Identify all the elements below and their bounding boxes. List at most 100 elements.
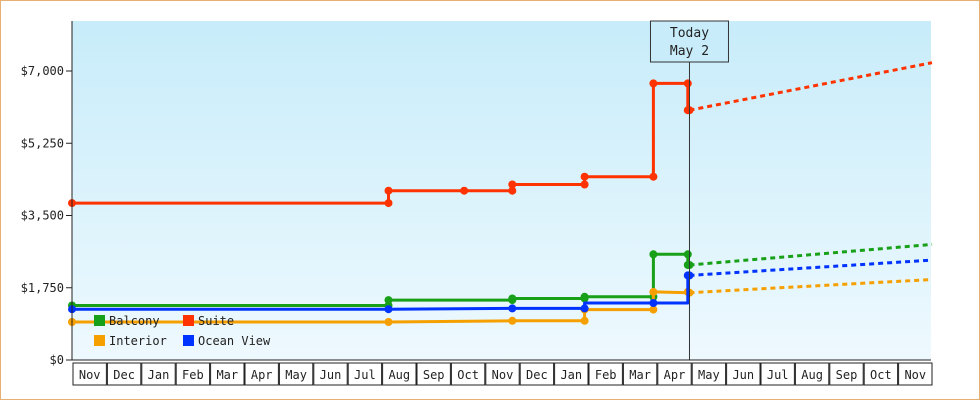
x-tick-label: Mar bbox=[216, 368, 238, 382]
x-tick-label: Sep bbox=[423, 368, 445, 382]
x-tick-label: Dec bbox=[113, 368, 135, 382]
series-layer bbox=[68, 61, 933, 326]
x-month-box bbox=[72, 362, 107, 386]
data-point-suite bbox=[683, 79, 692, 88]
x-month-box bbox=[141, 362, 176, 386]
x-month-box bbox=[485, 362, 520, 386]
x-month-box bbox=[657, 362, 692, 386]
x-month-box bbox=[898, 362, 933, 386]
x-month-box bbox=[794, 362, 830, 386]
data-point-interior bbox=[649, 287, 658, 296]
x-month-box bbox=[175, 362, 211, 386]
data-point-suite bbox=[460, 186, 469, 195]
x-tick-label: Oct bbox=[457, 368, 479, 382]
series-interior bbox=[68, 278, 933, 326]
data-point-suite bbox=[508, 180, 517, 189]
x-tick-label: Oct bbox=[870, 368, 892, 382]
data-point-suite bbox=[649, 172, 658, 181]
x-tick-label: Nov bbox=[904, 368, 926, 382]
data-point-suite bbox=[649, 79, 658, 88]
data-point-suite bbox=[508, 186, 517, 195]
x-tick-label: Apr bbox=[251, 368, 273, 382]
x-month-box bbox=[278, 362, 314, 386]
legend-label-suite: Suite bbox=[198, 314, 234, 328]
x-tick-label: Aug bbox=[801, 368, 823, 382]
x-tick-label: Dec bbox=[526, 368, 548, 382]
legend: Balcony Suite Interior Ocean View bbox=[94, 314, 271, 348]
data-point-interior bbox=[384, 318, 393, 326]
data-point-ocean_view bbox=[384, 305, 393, 314]
legend-swatch-ocean_view bbox=[183, 335, 194, 346]
data-point-suite bbox=[580, 180, 589, 189]
x-month-box bbox=[244, 362, 279, 386]
x-tick-label: Mar bbox=[629, 368, 651, 382]
y-tick-label: $3,500 bbox=[21, 209, 64, 223]
x-month-box bbox=[863, 362, 899, 386]
x-month-box bbox=[450, 362, 486, 386]
x-month-box bbox=[726, 362, 761, 386]
data-point-interior bbox=[649, 305, 658, 314]
x-month-box bbox=[416, 362, 451, 386]
data-point-balcony bbox=[384, 296, 393, 305]
legend-swatch-balcony bbox=[94, 315, 105, 326]
x-month-box bbox=[691, 362, 727, 386]
x-month-box bbox=[313, 362, 348, 386]
data-point-suite bbox=[580, 172, 589, 181]
x-month-box bbox=[554, 362, 589, 386]
x-tick-label: Feb bbox=[182, 368, 204, 382]
legend-label-ocean_view: Ocean View bbox=[198, 334, 271, 348]
x-tick-label: May bbox=[698, 368, 720, 382]
data-point-balcony bbox=[580, 292, 589, 301]
x-tick-label: Jun bbox=[320, 368, 342, 382]
x-month-box bbox=[760, 362, 795, 386]
legend-label-balcony: Balcony bbox=[109, 314, 160, 328]
x-tick-label: Sep bbox=[836, 368, 858, 382]
data-point-suite bbox=[384, 199, 393, 208]
x-month-box bbox=[829, 362, 864, 386]
x-axis: Nov Dec Jan Feb Mar Apr May Jun Jul Aug Sep Oct Nov D… bbox=[72, 362, 933, 386]
legend-swatch-suite bbox=[183, 315, 194, 326]
series-suite bbox=[68, 61, 933, 208]
y-tick-label: $1,750 bbox=[21, 281, 64, 295]
x-month-box bbox=[519, 362, 555, 386]
forecast-line-balcony bbox=[689, 242, 933, 267]
x-tick-label: Jan bbox=[148, 368, 170, 382]
today-date-label: May 2 bbox=[670, 44, 709, 59]
x-tick-label: Jun bbox=[732, 368, 754, 382]
legend-swatch-interior bbox=[94, 335, 105, 346]
y-tick-label: $0 bbox=[50, 353, 64, 367]
data-point-ocean_view bbox=[580, 304, 589, 313]
x-tick-label: Nov bbox=[492, 368, 514, 382]
y-axis: $0 $1,750 $3,500 $5,250 $7,000 bbox=[21, 64, 72, 367]
x-month-box bbox=[382, 362, 417, 386]
x-tick-label: Feb bbox=[595, 368, 617, 382]
forecast-line-ocean_view bbox=[689, 258, 933, 277]
forecast-line-interior bbox=[689, 278, 933, 295]
data-point-ocean_view bbox=[508, 304, 517, 313]
data-point-suite bbox=[384, 186, 393, 195]
data-point-balcony bbox=[683, 250, 692, 259]
data-point-balcony bbox=[649, 250, 658, 259]
y-tick-label: $7,000 bbox=[21, 64, 64, 78]
x-tick-label: May bbox=[285, 368, 307, 382]
data-point-balcony bbox=[508, 294, 517, 303]
x-tick-label: Nov bbox=[79, 368, 101, 382]
x-tick-label: Aug bbox=[388, 368, 410, 382]
x-month-box bbox=[622, 362, 658, 386]
series-line-ocean_view bbox=[72, 273, 690, 311]
x-tick-label: Jul bbox=[354, 368, 376, 382]
today-label-box bbox=[649, 20, 729, 63]
x-tick-label: Apr bbox=[664, 368, 686, 382]
today-label: Today bbox=[670, 26, 709, 41]
data-point-interior bbox=[508, 316, 517, 325]
data-point-interior bbox=[580, 316, 589, 325]
x-month-box bbox=[210, 362, 245, 386]
legend-label-interior: Interior bbox=[109, 334, 167, 348]
data-point-ocean_view bbox=[649, 299, 658, 307]
x-month-box bbox=[347, 362, 383, 386]
y-tick-label: $5,250 bbox=[21, 136, 64, 150]
x-tick-label: Jan bbox=[560, 368, 582, 382]
x-month-box bbox=[106, 362, 142, 386]
